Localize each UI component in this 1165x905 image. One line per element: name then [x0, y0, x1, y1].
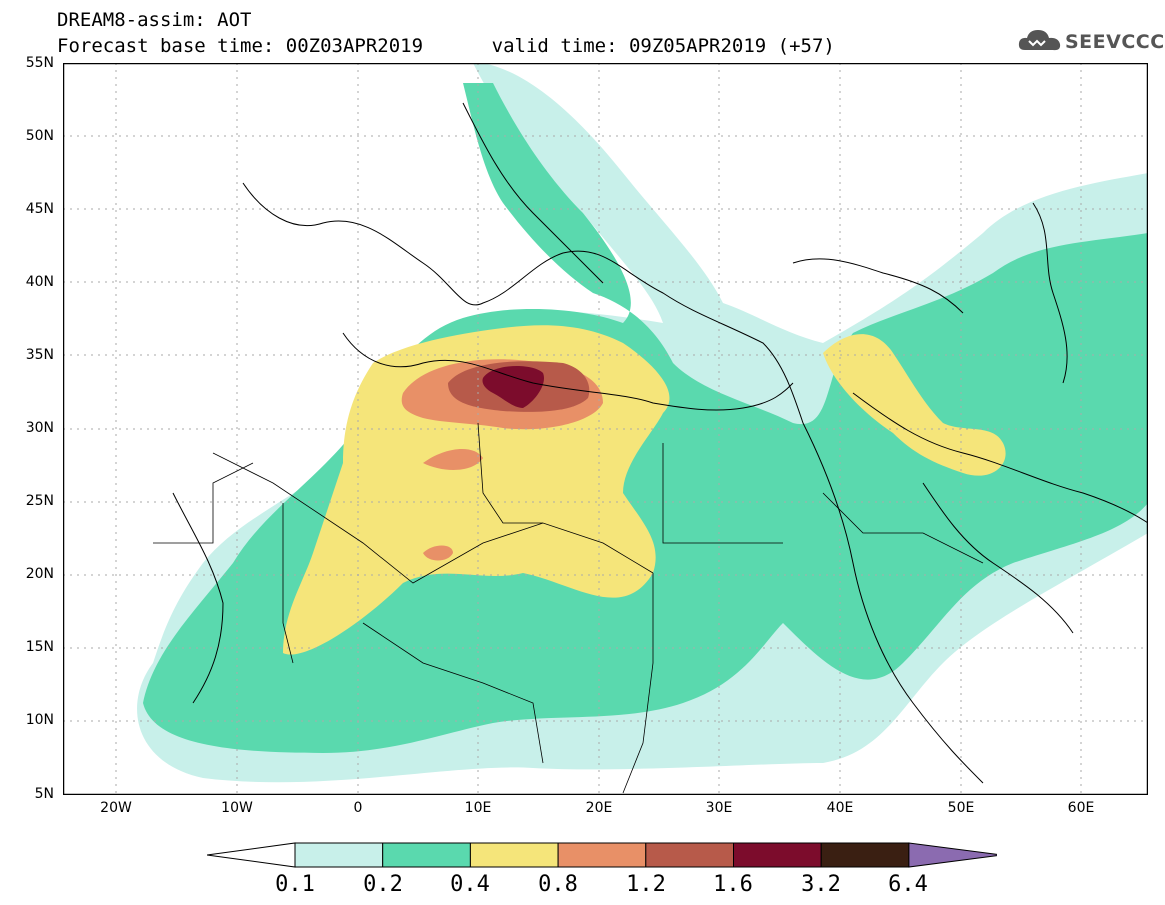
lon-tick: 10E: [464, 800, 492, 816]
lat-tick: 25N: [25, 493, 54, 509]
lat-tick: 40N: [25, 274, 54, 290]
lat-tick: 20N: [25, 566, 54, 582]
aot-contours: [137, 63, 1148, 783]
colorbar-swatch: [733, 842, 822, 868]
colorbar-segments: [294, 842, 997, 868]
lon-tick: 30E: [705, 800, 733, 816]
colorbar-swatch: [294, 842, 384, 868]
aot-band-1.6: [482, 366, 544, 408]
colorbar-label: 0.2: [363, 872, 403, 897]
coastlines: [172, 102, 1148, 784]
lat-tick: 5N: [34, 786, 54, 802]
lat-tick: 45N: [25, 201, 54, 217]
aot-band-0.8-b: [423, 448, 483, 470]
colorbar-swatch: [908, 842, 997, 868]
lat-tick: 15N: [25, 639, 54, 655]
colorbar-under-arrow: [207, 842, 296, 868]
lon-tick: 10W: [221, 800, 253, 816]
colorbar-label: 0.4: [450, 872, 490, 897]
forecast-times: Forecast base time: 00Z03APR2019 valid t…: [57, 35, 835, 57]
lon-tick: 40E: [826, 800, 854, 816]
lon-tick: 20W: [100, 800, 132, 816]
colorbar-label: 1.6: [713, 872, 753, 897]
colorbar-swatch: [469, 842, 559, 868]
seevccc-logo: SEEVCCC: [1017, 26, 1164, 56]
aot-map: [63, 63, 1148, 795]
colorbar-swatch: [382, 842, 471, 868]
colorbar-label: 1.2: [626, 872, 666, 897]
logo-text: SEEVCCC: [1065, 31, 1165, 53]
colorbar: [207, 842, 997, 868]
colorbar-swatch: [645, 842, 734, 868]
colorbar-label: 0.1: [275, 872, 315, 897]
aot-band-0.4-east: [823, 334, 1006, 476]
country-borders: [153, 422, 984, 794]
lon-tick: 0: [353, 800, 363, 816]
colorbar-label: 0.8: [538, 872, 578, 897]
graticule: [63, 63, 1148, 795]
colorbar-swatch: [557, 842, 647, 868]
lon-tick: 60E: [1067, 800, 1095, 816]
map-title: DREAM8-assim: AOT: [57, 9, 252, 31]
lon-tick: 20E: [585, 800, 613, 816]
colorbar-swatch: [820, 842, 910, 868]
lon-tick: 50E: [947, 800, 975, 816]
lat-tick: 55N: [25, 55, 54, 71]
colorbar-label: 3.2: [801, 872, 841, 897]
cloud-icon: [1018, 30, 1061, 51]
lat-tick: 35N: [25, 347, 54, 363]
lat-tick: 10N: [25, 712, 54, 728]
colorbar-label: 6.4: [888, 872, 928, 897]
lat-tick: 30N: [25, 420, 54, 436]
lat-tick: 50N: [25, 128, 54, 144]
aot-band-0.8-c: [423, 545, 453, 561]
